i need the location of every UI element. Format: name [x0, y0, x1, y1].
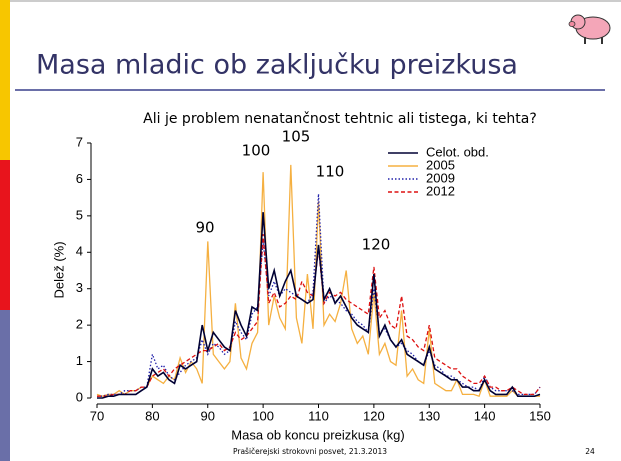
x-tick-label: 90 — [201, 408, 215, 423]
y-tick-label: 7 — [76, 134, 83, 149]
series-line — [97, 193, 541, 397]
chart-title: Ali je problem nenatančnost tehtnic ali … — [143, 111, 537, 127]
x-tick-label: 80 — [145, 408, 159, 423]
y-axis-label: Delež (%) — [51, 241, 66, 298]
page-number: 24 — [585, 447, 595, 456]
legend-label: 2012 — [426, 183, 455, 198]
x-tick-label: 110 — [308, 408, 329, 423]
annotation: 120 — [362, 236, 391, 254]
x-tick-label: 100 — [252, 408, 274, 423]
stripe-yellow — [0, 0, 10, 160]
stripe-blue — [0, 310, 10, 461]
annotation: 110 — [316, 163, 345, 181]
legend-label: 2009 — [426, 170, 455, 185]
x-tick-label: 70 — [90, 408, 104, 423]
slide-title: Masa mladic ob zaključku preizkusa — [36, 50, 518, 81]
pig-icon — [568, 14, 611, 44]
y-tick-label: 2 — [76, 317, 83, 332]
x-tick-label: 140 — [474, 408, 496, 423]
legend-label: Celot. obd. — [426, 144, 489, 159]
y-tick-label: 0 — [76, 389, 83, 404]
annotation: 105 — [282, 128, 311, 146]
x-tick-label: 130 — [418, 408, 440, 423]
stripe-red — [0, 160, 10, 310]
x-tick-label: 150 — [529, 408, 551, 423]
x-tick-label: 120 — [363, 408, 385, 423]
y-tick-label: 4 — [76, 244, 83, 259]
series-line — [96, 164, 540, 398]
annotation: 90 — [195, 219, 214, 237]
footer: Prašičerejski strokovni posvet, 21.3.201… — [233, 447, 387, 456]
legend-label: 2005 — [426, 157, 455, 172]
x-axis-label: Masa ob koncu preizkusa (kg) — [231, 427, 404, 442]
y-tick-label: 5 — [76, 207, 83, 222]
y-tick-label: 6 — [76, 171, 83, 186]
annotation: 100 — [242, 142, 271, 160]
y-tick-label: 1 — [76, 353, 83, 368]
series-line — [97, 212, 541, 399]
y-tick-label: 3 — [76, 280, 83, 295]
